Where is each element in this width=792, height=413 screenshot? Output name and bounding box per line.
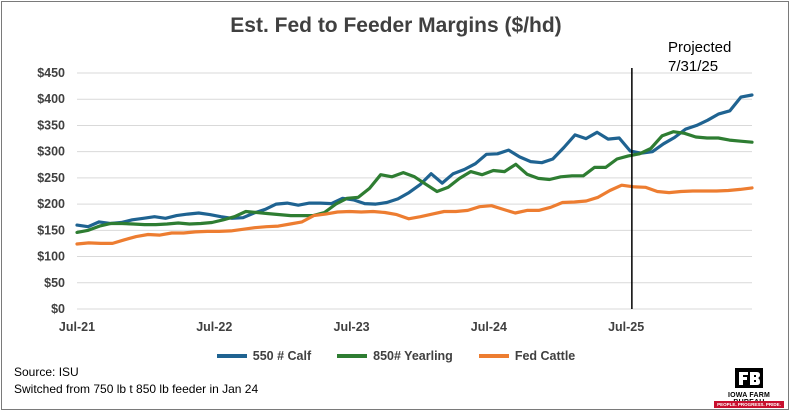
y-tick-label: $0 [51,302,65,316]
legend-swatch-calf [216,354,247,358]
x-tick-label: Jul-23 [334,320,370,334]
iowa-farm-bureau-logo: IOWA FARM BUREAU PEOPLE. PROGRESS. PRIDE… [712,366,786,408]
y-tick-label: $150 [37,223,65,237]
y-tick-label: $250 [37,171,65,185]
legend-label-calf: 550 # Calf [252,349,312,363]
y-tick-label: $100 [37,250,65,264]
x-tick-label: Jul-24 [471,320,507,334]
series-line-1 [75,130,754,234]
y-tick-label: $450 [37,66,65,80]
logo-tagline: PEOPLE. PROGRESS. PRIDE. [714,401,784,408]
series-line-2 [75,183,754,246]
y-tick-label: $300 [37,145,65,159]
farm-bureau-logo-icon [735,368,763,388]
legend-swatch-yearling [337,354,368,358]
x-tick-label: Jul-21 [59,320,95,334]
legend-label-yearling: 850# Yearling [373,349,453,363]
legend-item-fed-cattle: Fed Cattle [478,349,576,363]
y-tick-label: $350 [37,118,65,132]
y-tick-label: $50 [44,276,65,290]
legend-item-calf: 550 # Calf [216,349,312,363]
projection-annotation: Projected 7/31/25 [668,39,732,75]
chart-title: Est. Fed to Feeder Margins ($/hd) [230,14,562,37]
chart-legend: 550 # Calf 850# Yearling Fed Cattle [0,349,792,363]
legend-swatch-fed-cattle [478,354,509,358]
legend-label-fed-cattle: Fed Cattle [514,349,576,363]
source-note: Source: ISU [14,365,79,379]
x-tick-label: Jul-22 [196,320,232,334]
y-tick-label: $200 [37,197,65,211]
methodology-note: Switched from 750 lb t 850 lb feeder in … [14,382,259,396]
y-tick-label: $400 [37,92,65,106]
legend-item-yearling: 850# Yearling [337,349,453,363]
x-tick-label: Jul-25 [608,320,644,334]
series-line-0 [75,93,754,229]
